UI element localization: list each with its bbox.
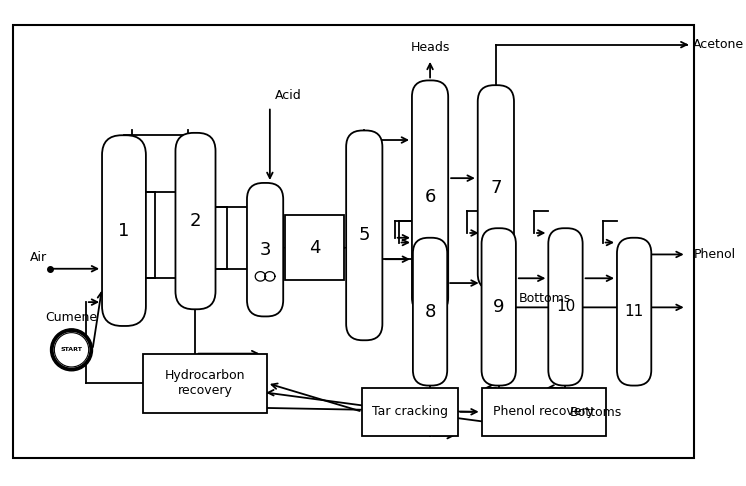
Text: Hydrocarbon
recovery: Hydrocarbon recovery [165,369,245,397]
Text: Bottoms: Bottoms [518,292,571,305]
Text: Air: Air [30,251,47,264]
Bar [285,215,344,280]
Bar [143,354,267,413]
FancyBboxPatch shape [477,85,514,290]
Text: 9: 9 [493,298,504,316]
Text: Phenol: Phenol [693,248,736,261]
Text: 1: 1 [119,222,130,240]
Text: 6: 6 [424,188,436,206]
Text: 5: 5 [359,226,370,244]
FancyBboxPatch shape [617,238,651,385]
Text: 7: 7 [490,179,501,197]
Text: Cumene: Cumene [46,311,98,324]
Bar [363,388,458,435]
Text: 10: 10 [556,299,575,314]
Text: Acid: Acid [275,89,301,102]
Bar [482,388,606,435]
FancyBboxPatch shape [413,238,448,385]
FancyBboxPatch shape [247,183,283,316]
Circle shape [54,332,89,367]
Text: 4: 4 [309,239,321,257]
Circle shape [51,329,93,371]
Text: 2: 2 [189,212,201,230]
Text: 11: 11 [624,304,644,319]
Text: Tar cracking: Tar cracking [372,405,448,418]
Text: Phenol recovery: Phenol recovery [493,405,594,418]
FancyBboxPatch shape [175,133,216,309]
Text: 8: 8 [424,303,436,321]
Text: Heads: Heads [410,41,450,54]
Text: 3: 3 [260,241,271,259]
FancyBboxPatch shape [102,135,146,326]
Text: Bottoms: Bottoms [570,406,622,418]
Text: START: START [60,347,83,352]
FancyBboxPatch shape [482,228,516,385]
FancyBboxPatch shape [548,228,583,385]
Text: Acetone: Acetone [693,38,745,51]
FancyBboxPatch shape [346,130,383,340]
FancyBboxPatch shape [412,80,448,314]
